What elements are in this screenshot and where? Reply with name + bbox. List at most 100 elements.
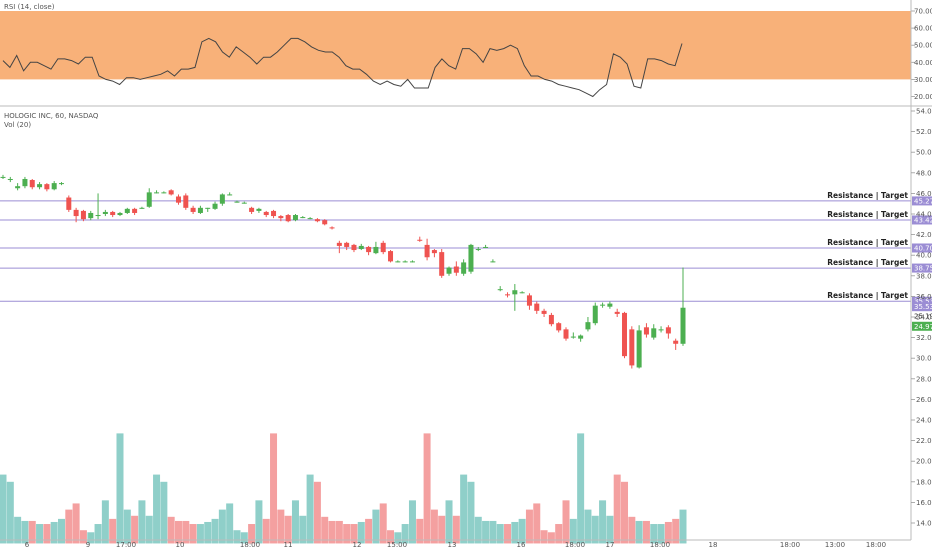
time-tick-label: 18:00 bbox=[565, 541, 585, 549]
volume-bar bbox=[109, 518, 117, 544]
candle-body bbox=[0, 176, 6, 178]
volume-bar bbox=[438, 515, 446, 544]
volume-bar bbox=[196, 524, 204, 544]
time-tick-label: 9 bbox=[86, 541, 90, 549]
resistance-price-badge bbox=[912, 196, 932, 206]
price-tick-label: 40.00 bbox=[916, 252, 932, 260]
volume-bar bbox=[262, 518, 270, 544]
price-tick-label: 54.00 bbox=[916, 108, 932, 116]
candle-body bbox=[534, 303, 540, 311]
candle-body bbox=[58, 183, 64, 185]
candle-body bbox=[183, 195, 189, 208]
volume-bar bbox=[321, 516, 329, 544]
volume-bar bbox=[467, 481, 475, 544]
volume-bar bbox=[270, 433, 278, 544]
price-tick-label: 30.00 bbox=[916, 355, 932, 363]
candle-body bbox=[263, 211, 269, 216]
price-tick-label: 22.00 bbox=[916, 437, 932, 445]
candle-body bbox=[249, 207, 255, 212]
candle-body bbox=[358, 245, 364, 250]
volume-bar bbox=[577, 433, 585, 544]
candle-body bbox=[461, 262, 467, 274]
volume-bar bbox=[167, 516, 175, 544]
price-badge bbox=[912, 321, 932, 331]
time-tick-label: 6 bbox=[25, 541, 30, 549]
candle-body bbox=[292, 215, 298, 221]
resistance-label: Resistance | Target bbox=[827, 191, 908, 201]
volume-bar bbox=[547, 532, 555, 544]
volume-bar bbox=[591, 515, 599, 544]
resistance-price-badge bbox=[912, 263, 932, 273]
candle-body bbox=[614, 311, 620, 314]
volume-bar bbox=[94, 524, 102, 544]
candle-body bbox=[102, 211, 108, 214]
volume-bar bbox=[174, 520, 182, 544]
price-axis[interactable]: 54.00 52.00 50.00 48.00 46.00 44.00 42.00 40.00… bbox=[910, 106, 932, 540]
volume-bar bbox=[416, 518, 424, 544]
volume-bar bbox=[189, 524, 197, 544]
price-tick-label: 32.00 bbox=[916, 334, 932, 342]
price-tick-label: 36.00 bbox=[916, 293, 932, 301]
resistance-price-badge bbox=[912, 243, 932, 253]
volume-bar bbox=[57, 518, 65, 544]
resistance-price-label: 40.70 bbox=[914, 244, 932, 252]
volume-bar bbox=[0, 474, 7, 544]
volume-bar bbox=[606, 515, 614, 544]
volume-bar bbox=[445, 500, 453, 544]
candle-body bbox=[241, 202, 247, 204]
volume-bar bbox=[372, 509, 380, 544]
volume-label: Vol (20) bbox=[4, 121, 32, 129]
volume-bar bbox=[204, 521, 212, 544]
volume-bar bbox=[679, 509, 687, 544]
volume-bar bbox=[555, 524, 563, 544]
volume-bar bbox=[28, 520, 36, 544]
candle-body bbox=[146, 192, 152, 207]
volume-bar bbox=[21, 520, 29, 544]
time-tick-label: 18:00 bbox=[240, 541, 260, 549]
volume-bar bbox=[379, 503, 387, 544]
volume-bar bbox=[657, 524, 665, 544]
rsi-tick-label: 70.00 bbox=[914, 8, 932, 16]
volume-bar bbox=[160, 481, 168, 544]
rsi-tick-label: 40.00 bbox=[914, 59, 932, 67]
candle-body bbox=[402, 261, 408, 263]
price-tick-label: 38.00 bbox=[916, 272, 932, 280]
volume-bar bbox=[306, 474, 314, 544]
candle-body bbox=[607, 303, 613, 307]
volume-bar bbox=[672, 518, 680, 544]
volume-bar bbox=[153, 474, 161, 544]
candle-body bbox=[417, 239, 423, 241]
volume-bar bbox=[562, 500, 570, 544]
time-axis[interactable]: 6 9 17:00 10 18:00 11 12 15:00 13 16 18:00 17 18:00 1… bbox=[0, 539, 911, 549]
volume-bar bbox=[613, 474, 621, 544]
time-tick-label: 17 bbox=[606, 541, 615, 549]
volume-bar bbox=[401, 524, 409, 544]
candle-body bbox=[388, 251, 394, 262]
candle-body bbox=[95, 215, 101, 217]
price-badge bbox=[912, 311, 932, 321]
volume-bar bbox=[474, 516, 482, 544]
candle-body bbox=[490, 261, 496, 263]
volume-bar bbox=[255, 500, 263, 544]
time-tick-label: 13:00 bbox=[825, 541, 845, 549]
candle-body bbox=[227, 194, 233, 196]
candle-body bbox=[563, 329, 569, 339]
volume-bar bbox=[211, 518, 219, 544]
candle-body bbox=[600, 304, 606, 306]
volume-bar bbox=[284, 515, 292, 544]
candle-body bbox=[556, 323, 562, 331]
volume-bar bbox=[182, 520, 190, 544]
volume-bar bbox=[357, 521, 365, 544]
time-tick-label: 18:00 bbox=[866, 541, 886, 549]
price-badge-label: 25.19 bbox=[914, 312, 932, 320]
price-tick-label: 18.00 bbox=[916, 478, 932, 486]
candle-body bbox=[453, 266, 459, 273]
candle-body bbox=[380, 242, 386, 253]
time-tick-label: 18:00 bbox=[780, 541, 800, 549]
volume-bar bbox=[452, 515, 460, 544]
price-tick-label: 14.00 bbox=[916, 520, 932, 528]
candle-body bbox=[175, 196, 181, 203]
candle-body bbox=[110, 211, 116, 216]
candle-body bbox=[468, 244, 474, 272]
